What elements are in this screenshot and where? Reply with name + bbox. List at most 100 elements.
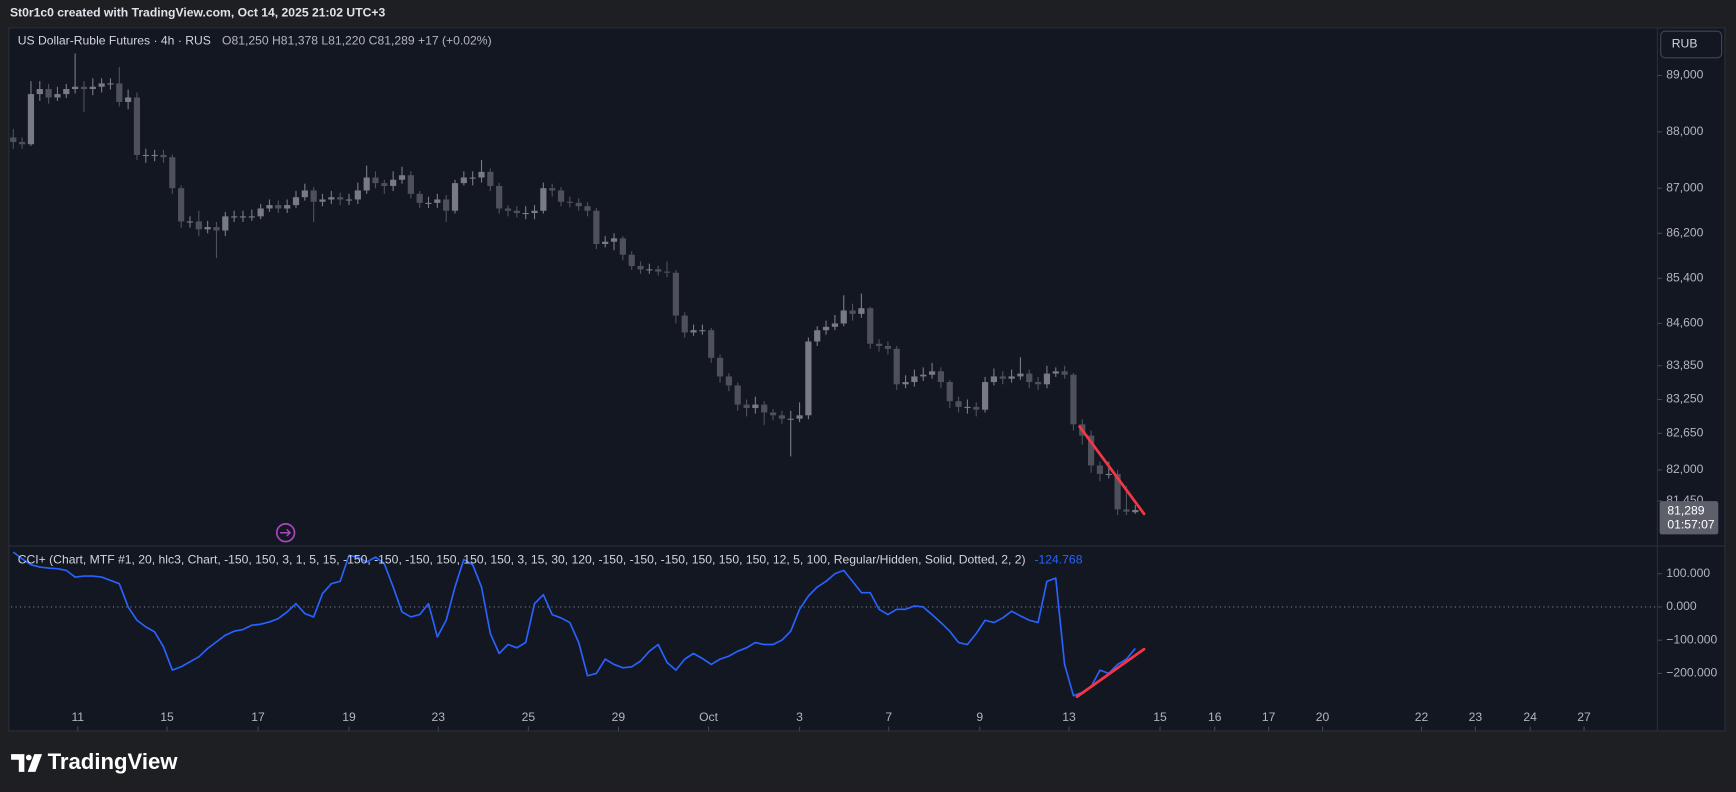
candle-body	[487, 171, 494, 186]
candle-body	[858, 308, 865, 314]
candle-body	[628, 254, 635, 266]
candle-body	[125, 97, 132, 102]
candle-body	[284, 205, 291, 209]
tv-logo	[11, 754, 43, 772]
logo-dot	[25, 754, 32, 761]
candle-body	[292, 197, 300, 206]
candle-body	[822, 326, 830, 331]
candle-body	[257, 208, 264, 217]
candle-body	[496, 185, 503, 209]
candle-body	[337, 197, 344, 200]
candle-body	[80, 86, 88, 90]
candle-body	[690, 330, 697, 333]
candle-body	[1070, 374, 1077, 425]
candle-body	[248, 216, 255, 218]
x-tick-label: 27	[1577, 710, 1591, 724]
y-tick-label: 100.000	[1666, 566, 1710, 580]
logo-v	[27, 754, 43, 772]
candle-body	[540, 188, 547, 211]
last-price-label: 81,289	[1667, 503, 1704, 517]
candle-body	[752, 404, 759, 408]
candle-body	[116, 83, 123, 102]
candle-body	[840, 310, 847, 324]
candle-body	[637, 265, 644, 270]
candle-body	[796, 415, 803, 419]
candle-body	[769, 412, 777, 416]
marker-circle[interactable]	[275, 523, 296, 543]
last-price-box	[1659, 501, 1719, 535]
purple-marker[interactable]	[275, 523, 296, 543]
candle-body	[902, 382, 909, 385]
candle-body	[72, 86, 79, 90]
candle-body	[831, 323, 838, 327]
currency-button[interactable]	[1660, 30, 1723, 59]
candle-body	[981, 382, 989, 410]
candle-body	[911, 376, 918, 383]
candle-body	[27, 94, 35, 145]
candle-body	[557, 190, 565, 202]
x-tick-label: 11	[71, 710, 84, 724]
candle-body	[1105, 473, 1112, 476]
x-tick-label: 25	[522, 710, 536, 724]
candle-body	[169, 157, 176, 189]
candle-body	[708, 330, 715, 358]
candle-body	[990, 376, 998, 383]
x-tick-label: 23	[1469, 710, 1483, 724]
candle-body	[222, 216, 229, 231]
candle-body	[19, 141, 26, 145]
candle-body	[602, 241, 609, 244]
candle-body	[681, 315, 688, 333]
candle-body	[354, 190, 361, 200]
candle-body	[266, 205, 273, 209]
candle-body	[875, 343, 883, 346]
x-tick-label: Oct	[699, 710, 719, 724]
candle-body	[195, 221, 202, 230]
candle-body	[478, 171, 485, 178]
countdown-label: 01:57:07	[1667, 518, 1715, 532]
x-tick-label: 22	[1415, 710, 1429, 724]
candle-body	[345, 199, 353, 201]
candle-body	[513, 210, 520, 213]
candle-body	[319, 199, 326, 202]
candle-body	[460, 177, 467, 184]
candle-body	[619, 238, 626, 255]
trend-line	[1075, 647, 1146, 699]
candle-body	[98, 83, 105, 87]
candle-body	[725, 376, 732, 386]
candle-body	[778, 415, 785, 419]
x-tick-label: 19	[342, 710, 356, 724]
page-header: St0r1c0 created with TradingView.com, Oc…	[10, 6, 386, 20]
candle-body	[1114, 473, 1121, 510]
pane-title: CCI+ (Chart, MTF #1, 20, hlc3, Chart, -1…	[18, 553, 1026, 567]
candle-body	[231, 216, 238, 218]
candle-body	[310, 190, 317, 202]
candle-body	[575, 202, 582, 207]
candle-body	[407, 175, 414, 194]
candle-body	[1096, 465, 1104, 474]
chart-frame	[8, 27, 1726, 732]
candle-body	[54, 94, 61, 98]
x-tick-label: 15	[160, 710, 174, 724]
candle-body	[663, 271, 671, 273]
x-tick-label: 13	[1062, 710, 1076, 724]
candle-body	[451, 183, 459, 211]
candle-body	[805, 341, 812, 416]
candle-body	[522, 212, 529, 215]
candle-body	[1087, 435, 1095, 466]
candle-body	[584, 206, 591, 211]
candle-body	[1026, 373, 1033, 383]
candle-body	[239, 216, 247, 218]
candle-body	[593, 210, 600, 244]
indicator-value: -124.768	[1034, 553, 1082, 567]
y-tick-label: 87,000	[1666, 180, 1703, 194]
currency-label[interactable]: RUB	[1672, 37, 1698, 51]
candle-body	[867, 308, 874, 344]
candle-body	[469, 177, 476, 179]
candle-body	[1052, 371, 1059, 374]
candle-body	[398, 175, 406, 180]
candle-body	[36, 89, 43, 95]
x-tick-label: 9	[976, 710, 983, 724]
pane-title: US Dollar-Ruble Futures · 4h · RUS	[18, 33, 211, 47]
candle-body	[10, 137, 17, 142]
